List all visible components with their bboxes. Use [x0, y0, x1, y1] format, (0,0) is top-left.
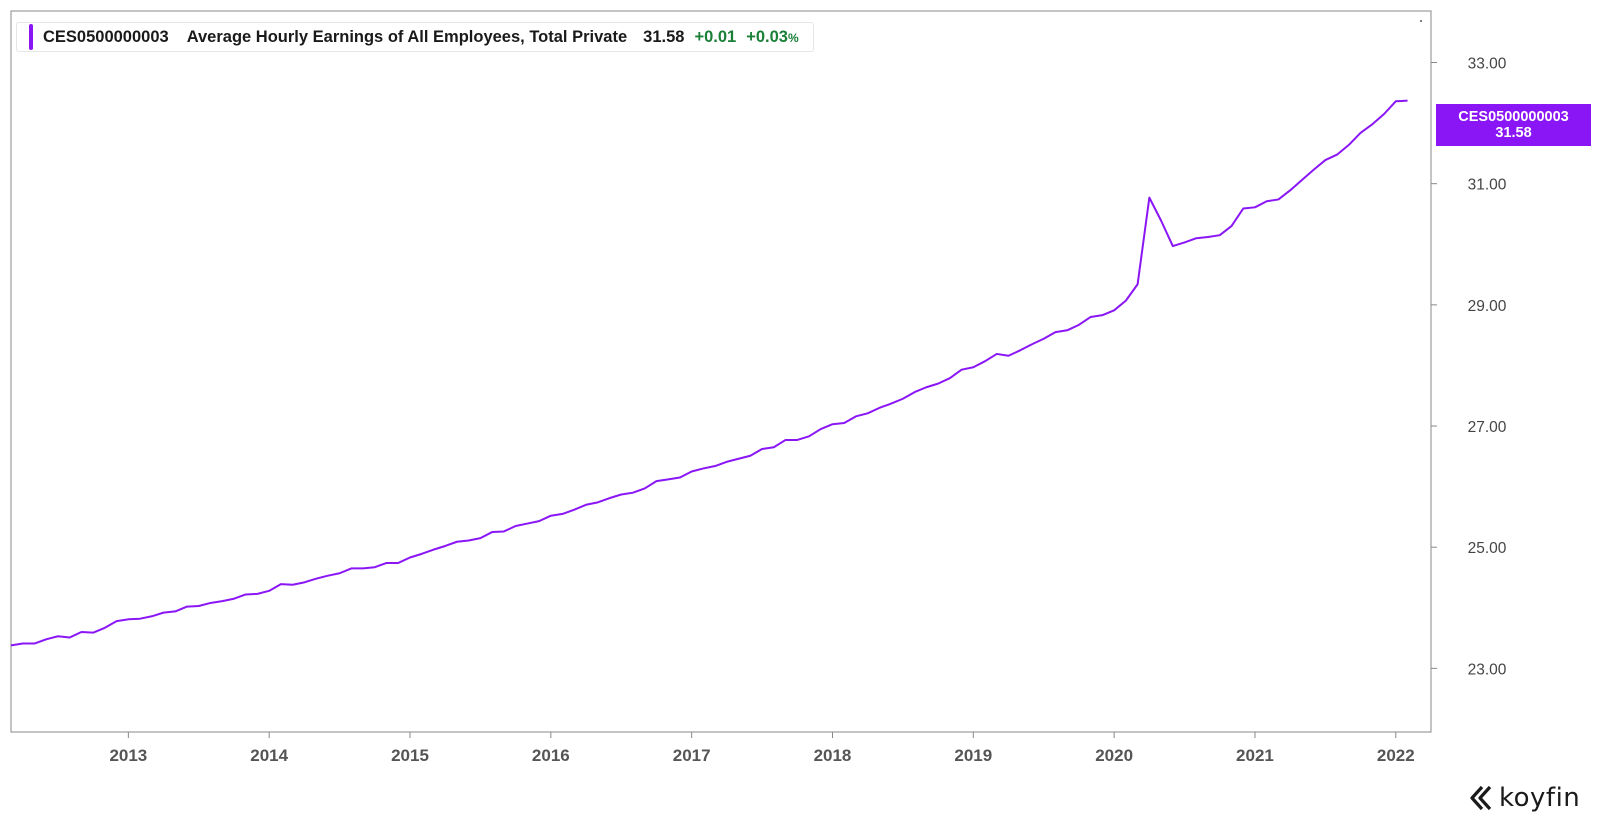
legend-ticker: CES0500000003: [43, 27, 169, 46]
y-tick-label: 29.00: [1468, 298, 1507, 315]
plot-area: [10, 10, 1432, 733]
y-tick-label: 23.00: [1468, 661, 1507, 678]
price-tag-value: 31.58: [1495, 125, 1532, 141]
last-price-tag: CES0500000003 31.58: [1436, 104, 1591, 146]
legend-pct-sign: %: [787, 30, 799, 45]
x-tick-label: 2013: [109, 746, 147, 765]
x-tick-label: 2016: [532, 746, 570, 765]
legend-change-pct: +0.03%: [746, 28, 798, 47]
y-tick-label: 33.00: [1468, 56, 1507, 73]
x-tick-label: 2020: [1095, 746, 1133, 765]
brand-name: koyfin: [1499, 783, 1581, 813]
y-tick-label: 25.00: [1468, 540, 1507, 557]
y-axis: 23.00 25.00 27.00 29.00 31.00 33.00: [1431, 56, 1507, 678]
x-tick-label: 2019: [954, 746, 992, 765]
price-tag-ticker: CES0500000003: [1458, 109, 1569, 125]
x-tick-label: 2014: [250, 746, 288, 765]
series-legend[interactable]: CES0500000003 Average Hourly Earnings of…: [16, 22, 814, 52]
y-tick-label: 31.00: [1468, 177, 1507, 194]
x-tick-label: 2018: [814, 746, 852, 765]
x-tick-label: 2022: [1377, 746, 1415, 765]
legend-series-name: Average Hourly Earnings of All Employees…: [186, 27, 628, 46]
x-axis: 2013 2014 2015 2016 2017 2018 2019 2020 2021 2022: [109, 732, 1415, 765]
legend-change: +0.01: [694, 27, 737, 46]
legend-last-value: 31.58: [643, 27, 685, 46]
x-tick-label: 2015: [391, 746, 429, 765]
series-line: [10, 99, 1408, 647]
brand-logo: koyfin: [1469, 783, 1580, 813]
series-color-swatch: [29, 24, 33, 50]
x-tick-label: 2021: [1236, 746, 1274, 765]
y-tick-label: 27.00: [1468, 419, 1507, 436]
corner-dot: [1420, 20, 1422, 22]
x-tick-label: 2017: [673, 746, 711, 765]
legend-change-pct-value: +0.03: [746, 27, 788, 46]
koyfin-logo-icon: [1470, 785, 1492, 811]
